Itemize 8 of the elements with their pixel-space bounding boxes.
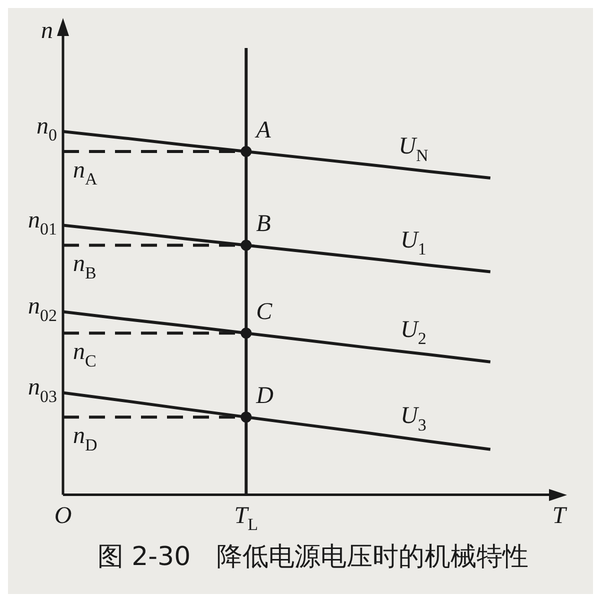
x-tick-label: O: [54, 502, 72, 529]
y-axis-title: n: [41, 18, 53, 44]
annotation: C: [256, 299, 274, 326]
text: 图 2-30 降低电源电压时的机械特性: [97, 542, 529, 572]
annotation: D: [255, 383, 274, 410]
x-axis-title: T: [552, 502, 568, 529]
annotation: B: [256, 211, 272, 238]
annotation: A: [254, 118, 272, 144]
